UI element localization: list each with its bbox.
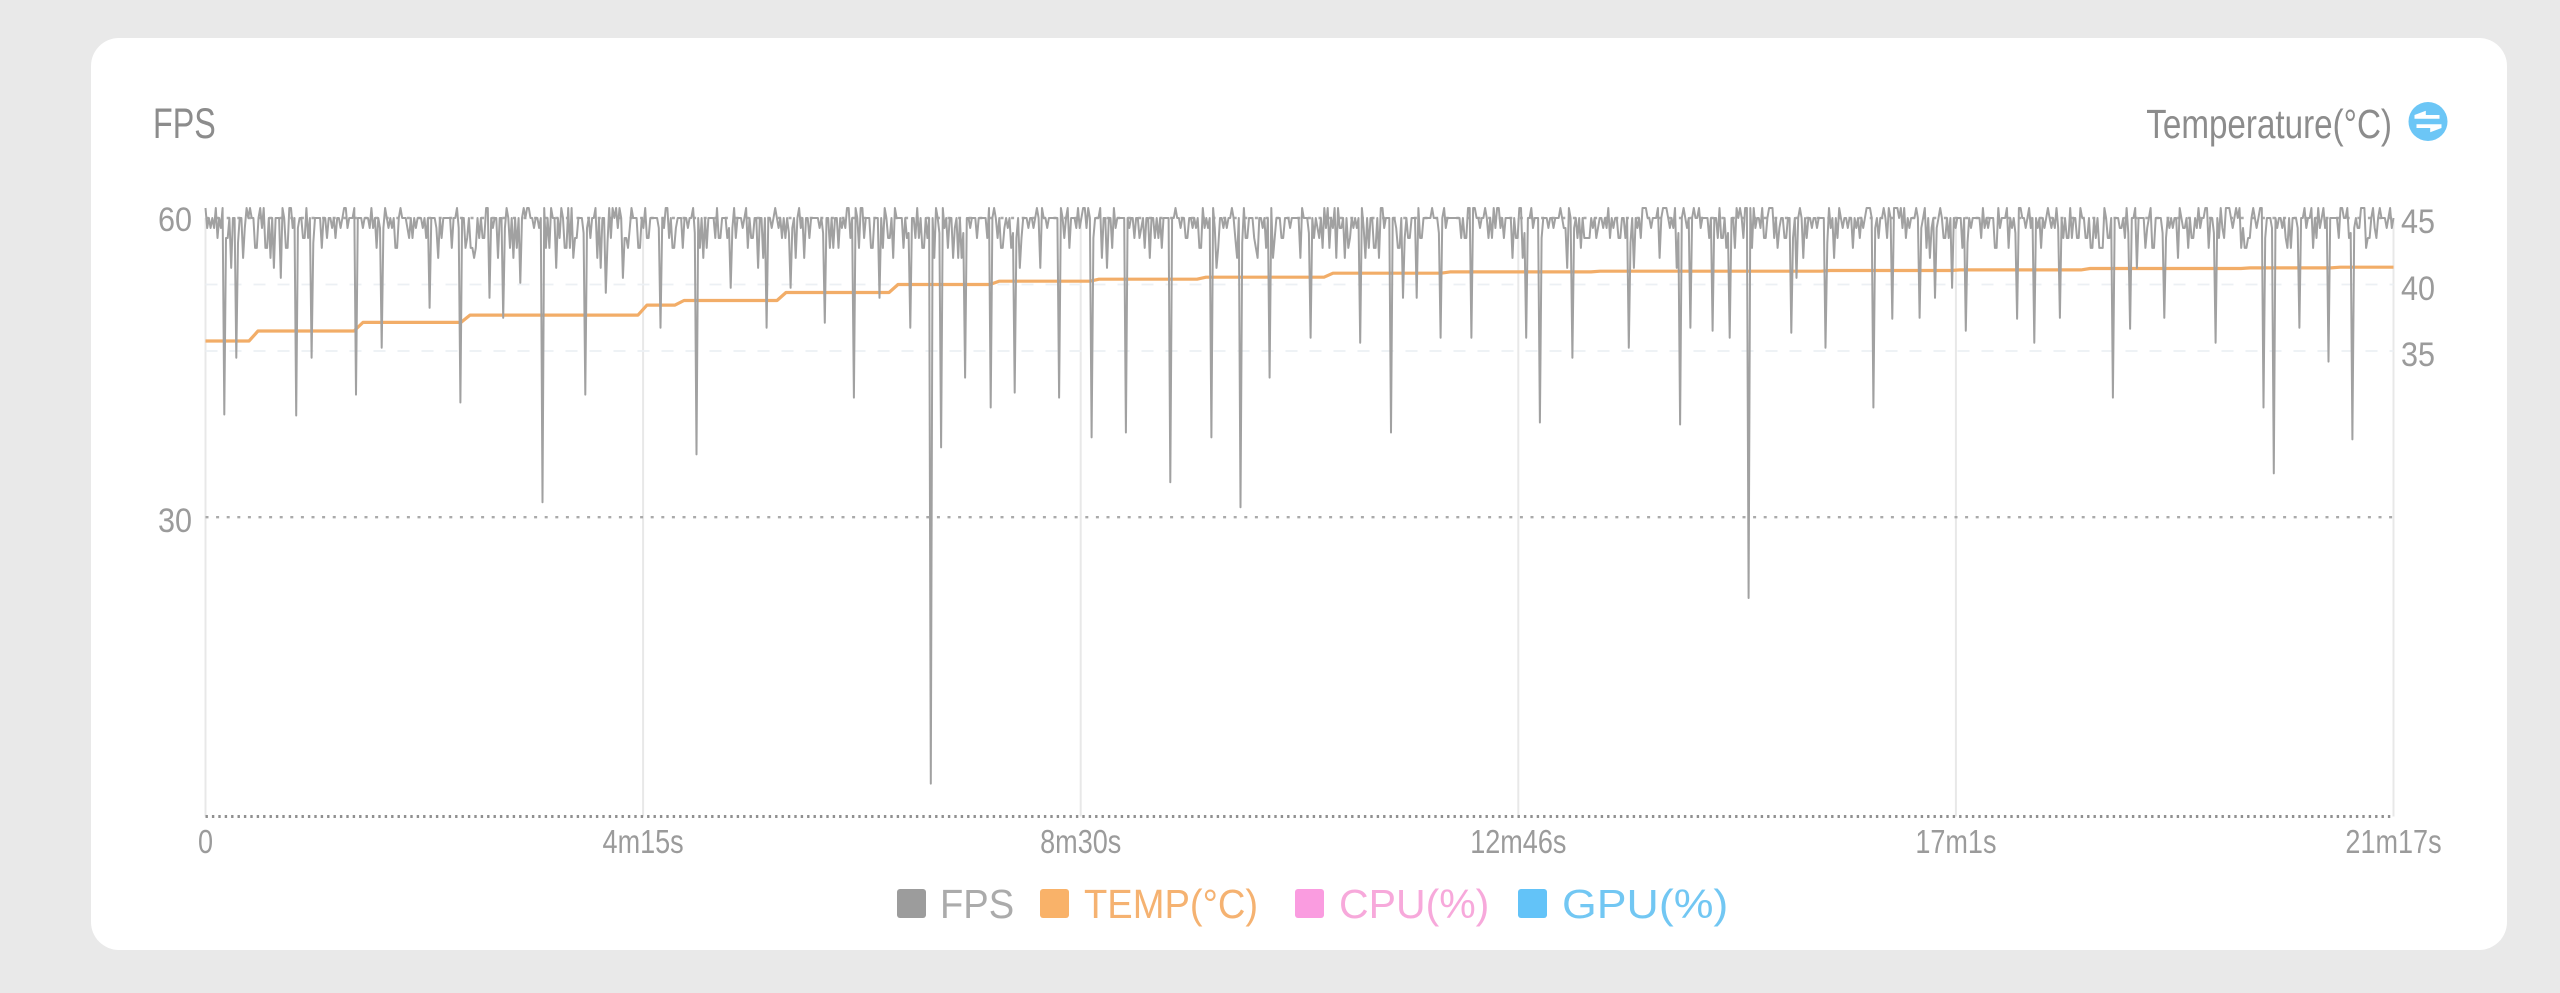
svg-text:CPU(%): CPU(%): [1339, 881, 1489, 927]
svg-text:Temperature(°C): Temperature(°C): [2146, 101, 2392, 147]
svg-text:FPS: FPS: [153, 101, 216, 149]
svg-text:45: 45: [2401, 203, 2435, 241]
svg-text:12m46s: 12m46s: [1470, 825, 1566, 861]
svg-text:TEMP(°C): TEMP(°C): [1084, 882, 1258, 928]
svg-text:GPU(%): GPU(%): [1562, 882, 1728, 928]
svg-text:30: 30: [158, 502, 192, 540]
svg-text:35: 35: [2401, 336, 2435, 374]
svg-text:21m17s: 21m17s: [2345, 825, 2441, 861]
svg-text:17m1s: 17m1s: [1915, 825, 1996, 861]
svg-text:40: 40: [2401, 270, 2435, 308]
svg-text:8m30s: 8m30s: [1040, 825, 1121, 861]
svg-text:4m15s: 4m15s: [603, 825, 684, 861]
svg-text:FPS: FPS: [940, 882, 1014, 928]
svg-text:0: 0: [198, 825, 213, 861]
svg-text:60: 60: [158, 201, 192, 239]
